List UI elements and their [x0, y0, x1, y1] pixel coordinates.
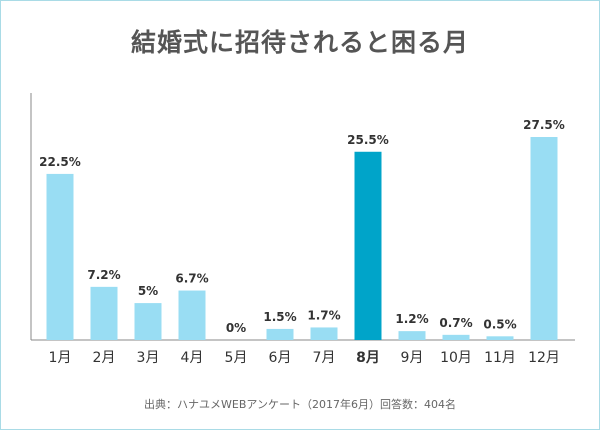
bar-10 [442, 334, 470, 340]
value-label-9: 1.2% [395, 312, 428, 326]
bar-9 [398, 331, 426, 340]
x-tick-label-6: 6月 [269, 350, 292, 366]
bar-11 [486, 336, 514, 340]
value-label-8: 25.5% [347, 133, 389, 147]
bar-3 [134, 303, 162, 340]
value-label-2: 7.2% [87, 268, 120, 282]
bar-12 [530, 137, 558, 340]
value-label-11: 0.5% [483, 317, 516, 331]
value-label-5: 0% [226, 321, 246, 335]
bar-7 [310, 327, 338, 340]
value-label-1: 22.5% [39, 155, 81, 169]
value-label-12: 27.5% [523, 118, 565, 132]
x-tick-label-3: 3月 [137, 350, 160, 366]
bar-8 [354, 151, 382, 340]
x-tick-label-12: 12月 [528, 350, 560, 366]
value-label-7: 1.7% [307, 308, 340, 322]
value-label-4: 6.7% [175, 272, 208, 286]
chart-title: 結婚式に招待されると困る月 [130, 28, 469, 57]
x-tick-label-5: 5月 [225, 350, 248, 366]
x-tick-label-8: 8月 [356, 350, 380, 366]
x-tick-label-4: 4月 [181, 350, 204, 366]
bar-6 [266, 328, 294, 340]
bar-1 [46, 173, 74, 340]
x-tick-label-7: 7月 [313, 350, 336, 366]
bar-chart: 22.5% 1月 7.2% 2月 5% 3月 6.7% 4月 0% 5月 1.5% 6月 1.7% 7月 2… [30, 93, 575, 366]
value-label-3: 5% [138, 284, 158, 298]
value-label-10: 0.7% [439, 316, 472, 330]
x-tick-label-1: 1月 [49, 350, 72, 366]
value-label-6: 1.5% [263, 310, 296, 324]
x-tick-label-10: 10月 [440, 350, 472, 366]
bar-2 [90, 286, 118, 340]
x-tick-label-11: 11月 [484, 350, 516, 366]
x-tick-label-2: 2月 [93, 350, 116, 366]
x-tick-label-9: 9月 [401, 350, 424, 366]
source-note: 出典：ハナユメWEBアンケート（2017年6月）回答数：404名 [144, 398, 456, 411]
bar-4 [178, 290, 206, 340]
